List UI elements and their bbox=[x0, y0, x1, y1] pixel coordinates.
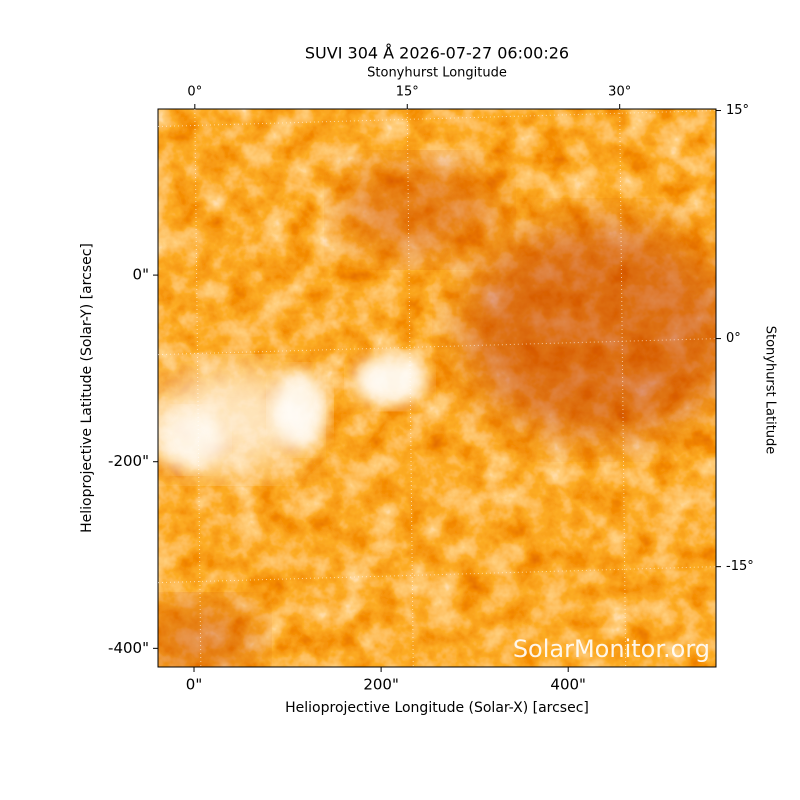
y-tick-label: -200" bbox=[108, 452, 149, 470]
solar-image bbox=[158, 109, 716, 667]
chart-title: SUVI 304 Å 2026-07-27 06:00:26 bbox=[305, 44, 569, 63]
y-tick-label: 0" bbox=[133, 266, 149, 284]
x-tick-label: 200" bbox=[363, 676, 399, 694]
y2-tick-label: 15° bbox=[726, 103, 749, 118]
x2-tick-label: 0° bbox=[187, 85, 202, 100]
watermark: SolarMonitor.org bbox=[513, 635, 710, 663]
x2-tick-label: 30° bbox=[608, 85, 631, 100]
x-axis-label: Helioprojective Longitude (Solar-X) [arc… bbox=[285, 700, 589, 716]
x2-axis-label: Stonyhurst Longitude bbox=[367, 66, 507, 81]
y-tick-label: -400" bbox=[108, 639, 149, 657]
x2-tick-label: 15° bbox=[396, 85, 419, 100]
y2-tick-label: 0° bbox=[726, 331, 741, 346]
y2-tick-label: -15° bbox=[726, 559, 754, 574]
y2-axis-label: Stonyhurst Latitude bbox=[763, 326, 778, 455]
x-tick-label: 0" bbox=[186, 676, 202, 694]
x-tick-label: 400" bbox=[550, 676, 586, 694]
plot-frame bbox=[157, 108, 717, 668]
y-axis-label: Helioprojective Latitude (Solar-Y) [arcs… bbox=[79, 243, 95, 533]
